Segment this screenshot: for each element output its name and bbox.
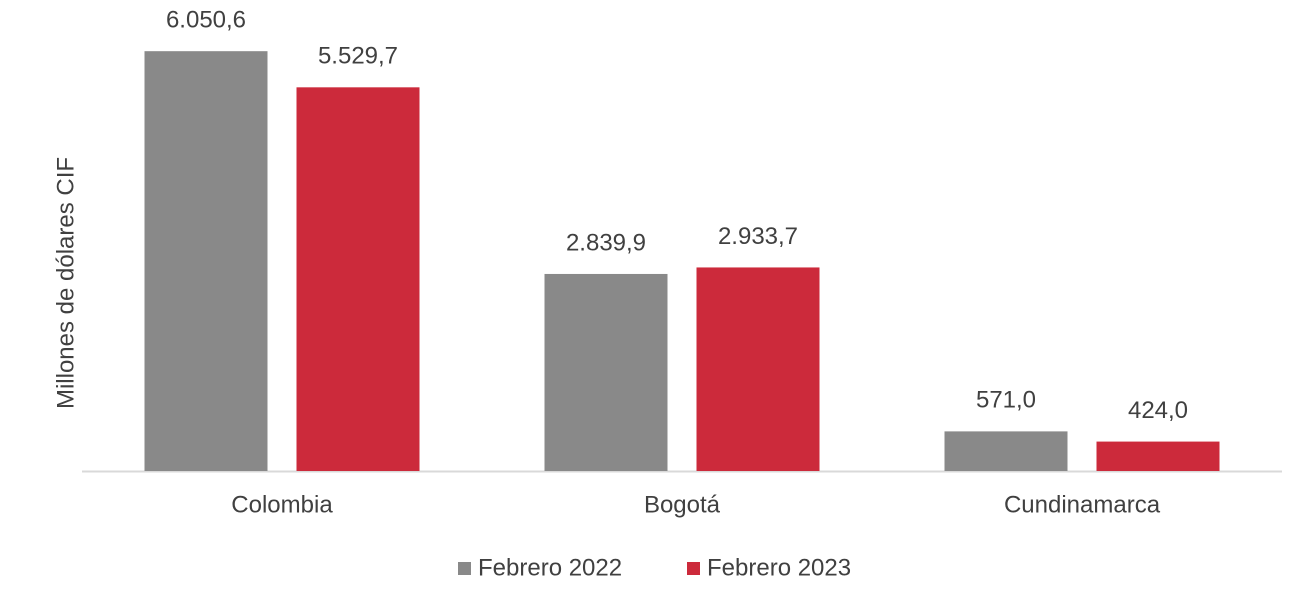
bar xyxy=(144,51,268,471)
y-axis-label: Millones de dólares CIF xyxy=(52,157,79,409)
data-label: 424,0 xyxy=(1128,397,1188,424)
legend-swatch xyxy=(458,562,471,575)
x-tick-label: Cundinamarca xyxy=(1004,491,1161,518)
legend-label: Febrero 2022 xyxy=(478,554,622,581)
data-label: 5.529,7 xyxy=(318,43,398,70)
x-tick-label: Colombia xyxy=(231,491,333,518)
x-tick-label: Bogotá xyxy=(644,491,721,518)
legend-label: Febrero 2023 xyxy=(707,554,851,581)
bar xyxy=(296,87,420,472)
data-label: 571,0 xyxy=(976,387,1036,414)
data-label: 6.050,6 xyxy=(166,7,246,34)
bar xyxy=(944,431,1068,471)
data-label: 2.839,9 xyxy=(566,229,646,256)
bar xyxy=(1096,441,1220,471)
bar xyxy=(544,273,668,471)
legend-swatch xyxy=(687,562,700,575)
bar xyxy=(696,267,820,471)
data-label: 2.933,7 xyxy=(718,223,798,250)
